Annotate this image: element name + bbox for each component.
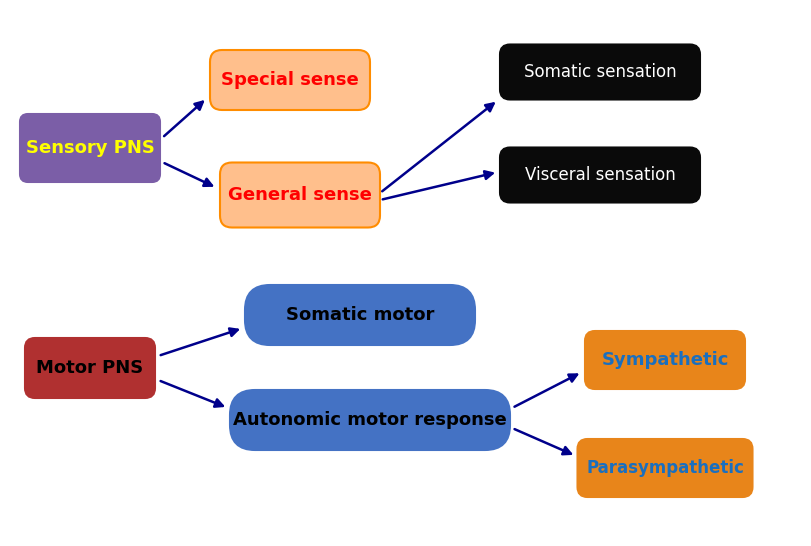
Text: Somatic motor: Somatic motor [285, 306, 434, 324]
Text: Autonomic motor response: Autonomic motor response [233, 411, 507, 429]
FancyBboxPatch shape [210, 50, 370, 110]
Text: Special sense: Special sense [221, 71, 359, 89]
Text: Motor PNS: Motor PNS [36, 359, 144, 377]
FancyBboxPatch shape [220, 163, 380, 228]
Text: Sensory PNS: Sensory PNS [26, 139, 154, 157]
Text: Parasympathetic: Parasympathetic [586, 459, 744, 477]
FancyBboxPatch shape [230, 390, 510, 450]
Text: General sense: General sense [228, 186, 372, 204]
FancyBboxPatch shape [500, 45, 700, 99]
FancyBboxPatch shape [500, 147, 700, 203]
FancyBboxPatch shape [585, 331, 745, 389]
FancyBboxPatch shape [20, 114, 160, 182]
FancyBboxPatch shape [577, 439, 753, 497]
Text: Sympathetic: Sympathetic [601, 351, 729, 369]
Text: Visceral sensation: Visceral sensation [525, 166, 676, 184]
FancyBboxPatch shape [245, 285, 475, 345]
FancyBboxPatch shape [25, 338, 155, 398]
Text: Somatic sensation: Somatic sensation [524, 63, 676, 81]
